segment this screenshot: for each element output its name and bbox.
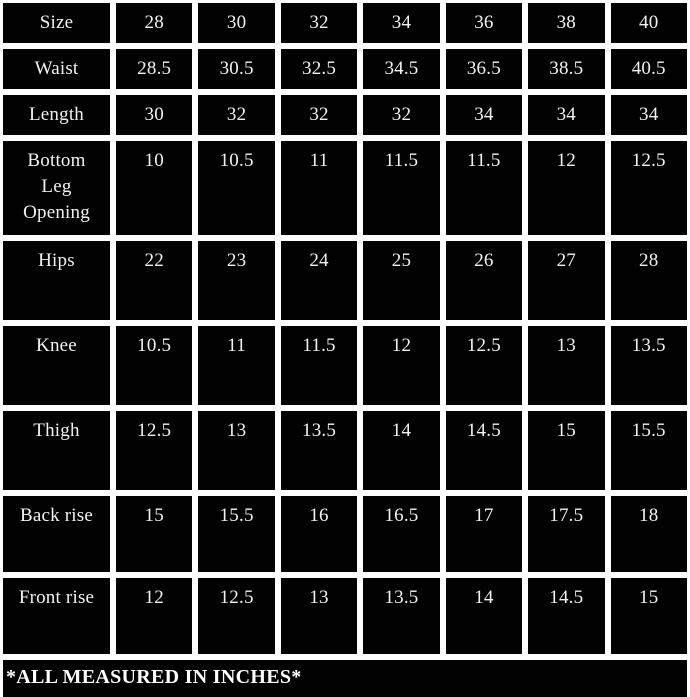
row-header-waist: Waist (3, 49, 110, 89)
table-cell: 34 (445, 95, 523, 135)
table-cell: 40 (610, 3, 687, 43)
table-row: Back rise 15 15.5 16 16.5 17 17.5 18 (3, 496, 687, 572)
table-cell: 25 (363, 241, 440, 320)
row-header-line: Opening (23, 202, 90, 223)
table-cell: 10.5 (198, 141, 275, 235)
table-cell: 32.5 (280, 49, 358, 89)
table-cell: 10.5 (116, 326, 193, 405)
table-cell: 11.5 (363, 141, 440, 235)
row-header-thigh: Thigh (3, 411, 110, 490)
table-cell: 12.5 (198, 578, 275, 654)
row-header-knee: Knee (3, 326, 110, 405)
row-header-length: Length (3, 95, 110, 135)
table-cell: 36 (445, 3, 523, 43)
table-cell: 23 (198, 241, 275, 320)
row-header-line: Leg (41, 176, 72, 197)
table-cell: 12.5 (610, 141, 687, 235)
table-cell: 14 (363, 411, 440, 490)
table-cell: 11.5 (280, 326, 358, 405)
table-cell: 24 (280, 241, 358, 320)
table-cell: 40.5 (610, 49, 687, 89)
table-row: Size 28 30 32 34 36 38 40 (3, 3, 687, 43)
table-row: Length 30 32 32 32 34 34 34 (3, 95, 687, 135)
table-cell: 28 (116, 3, 193, 43)
table-row: Waist 28.5 30.5 32.5 34.5 36.5 38.5 40.5 (3, 49, 687, 89)
table-cell: 32 (280, 95, 358, 135)
table-cell: 12 (528, 141, 605, 235)
table-cell: 14.5 (445, 411, 523, 490)
table-cell: 36.5 (445, 49, 523, 89)
table-cell: 32 (363, 95, 440, 135)
table-cell: 34 (528, 95, 605, 135)
table-row: Thigh 12.5 13 13.5 14 14.5 15 15.5 (3, 411, 687, 490)
table-cell: 30 (198, 3, 275, 43)
table-cell: 13 (198, 411, 275, 490)
table-cell: 14 (445, 578, 523, 654)
table-cell: 15 (116, 496, 193, 572)
size-chart-grid: Size 28 30 32 34 36 38 40 Waist 28.5 30.… (3, 3, 687, 654)
table-cell: 22 (116, 241, 193, 320)
table-cell: 15 (610, 578, 687, 654)
size-chart: Size 28 30 32 34 36 38 40 Waist 28.5 30.… (3, 3, 687, 697)
table-cell: 32 (280, 3, 358, 43)
table-cell: 34.5 (363, 49, 440, 89)
table-cell: 18 (610, 496, 687, 572)
table-row: Knee 10.5 11 11.5 12 12.5 13 13.5 (3, 326, 687, 405)
table-cell: 28 (610, 241, 687, 320)
row-header-bottom-leg-opening: Bottom Leg Opening (3, 141, 110, 235)
table-cell: 12 (363, 326, 440, 405)
table-cell: 13.5 (280, 411, 358, 490)
row-header-size: Size (3, 3, 110, 43)
table-cell: 17 (445, 496, 523, 572)
table-cell: 30.5 (198, 49, 275, 89)
table-cell: 16.5 (363, 496, 440, 572)
table-cell: 13 (280, 578, 358, 654)
table-cell: 38 (528, 3, 605, 43)
table-row: Hips 22 23 24 25 26 27 28 (3, 241, 687, 320)
row-header-line: Bottom (27, 150, 86, 171)
table-cell: 11.5 (445, 141, 523, 235)
table-row: Front rise 12 12.5 13 13.5 14 14.5 15 (3, 578, 687, 654)
table-cell: 13.5 (363, 578, 440, 654)
table-cell: 12.5 (445, 326, 523, 405)
table-row: Bottom Leg Opening 10 10.5 11 11.5 11.5 … (3, 141, 687, 235)
table-cell: 27 (528, 241, 605, 320)
table-cell: 15.5 (610, 411, 687, 490)
table-cell: 15.5 (198, 496, 275, 572)
row-header-back-rise: Back rise (3, 496, 110, 572)
table-cell: 10 (116, 141, 193, 235)
row-header-front-rise: Front rise (3, 578, 110, 654)
table-cell: 26 (445, 241, 523, 320)
table-cell: 28.5 (116, 49, 193, 89)
table-cell: 11 (198, 326, 275, 405)
table-cell: 38.5 (528, 49, 605, 89)
table-cell: 17.5 (528, 496, 605, 572)
table-cell: 12 (116, 578, 193, 654)
table-cell: 11 (280, 141, 358, 235)
table-cell: 34 (610, 95, 687, 135)
table-cell: 14.5 (528, 578, 605, 654)
table-cell: 12.5 (116, 411, 193, 490)
row-header-hips: Hips (3, 241, 110, 320)
table-cell: 16 (280, 496, 358, 572)
table-cell: 15 (528, 411, 605, 490)
table-cell: 13.5 (610, 326, 687, 405)
table-cell: 32 (198, 95, 275, 135)
table-cell: 13 (528, 326, 605, 405)
table-cell: 30 (116, 95, 193, 135)
measurement-unit-note: *ALL MEASURED IN INCHES* (3, 660, 687, 697)
table-cell: 34 (363, 3, 440, 43)
